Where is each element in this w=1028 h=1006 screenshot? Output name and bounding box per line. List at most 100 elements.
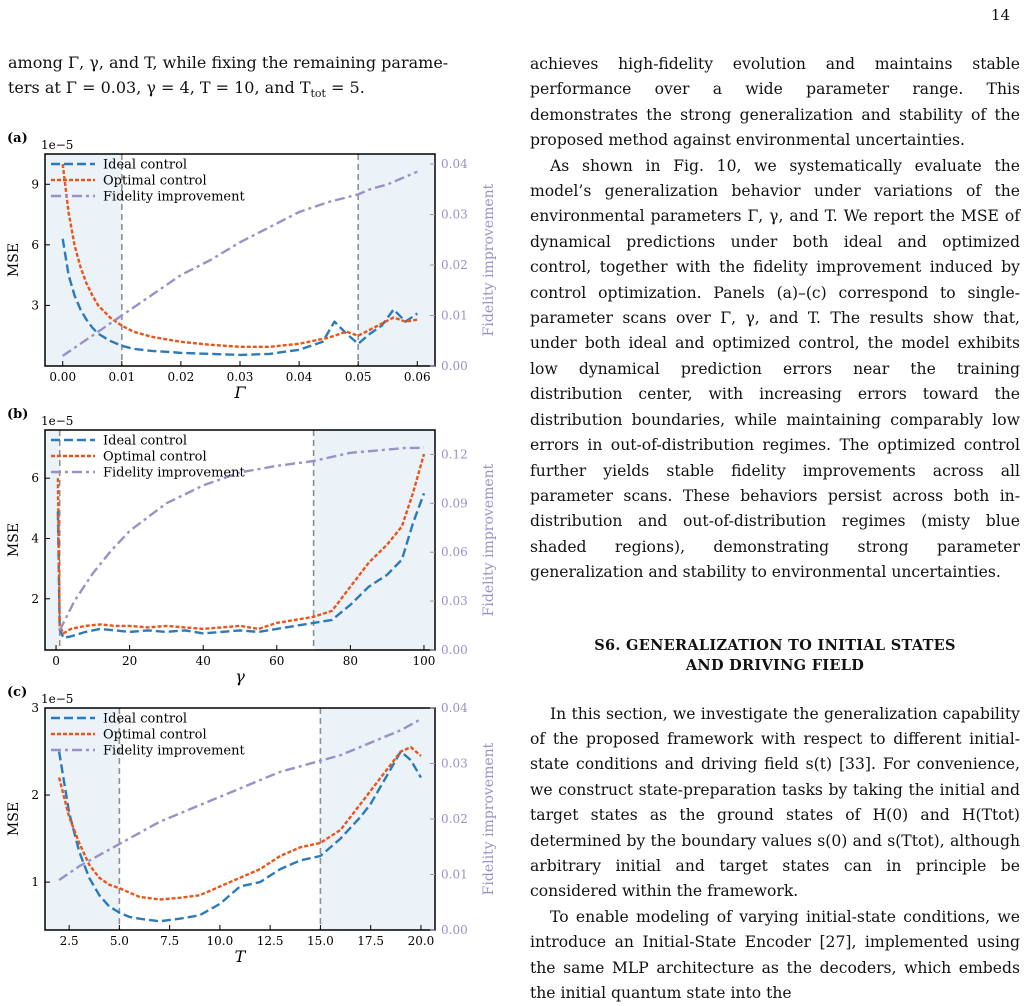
paragraph-1: achieves high-fidelity evolution and mai… xyxy=(530,55,1020,150)
series-line xyxy=(61,163,418,349)
series-line xyxy=(58,718,422,881)
y-axis-label: MSE xyxy=(6,243,22,277)
y2-tick-label: 0.03 xyxy=(441,594,468,608)
paragraph-2: As shown in Fig. 10, we systematically e… xyxy=(530,156,1020,582)
left-text-line-1: among Γ, γ, and T, while fixing the rema… xyxy=(8,53,449,72)
left-text-line-2: ters at Γ = 0.03, γ = 4, T = 10, and Tto… xyxy=(8,78,365,101)
page-number: 14 xyxy=(990,6,1010,24)
chart-panel-2: 0 20 40 60 80 100 2 4 6 0.00 0.03 0.06 0.09 0.12 (b) 1e… xyxy=(6,407,497,686)
shaded-region xyxy=(313,430,435,650)
x-tick-label: 100 xyxy=(413,654,436,668)
y-tick-label: 2 xyxy=(31,592,39,606)
y-tick-label: 4 xyxy=(31,531,39,545)
y2-axis-label: Fidelity improvement xyxy=(481,463,497,616)
section-heading-line-2: AND DRIVING FIELD xyxy=(685,656,865,674)
y-tick-label: 2 xyxy=(31,788,39,802)
shaded-region xyxy=(45,430,60,650)
x-tick-label: 0.00 xyxy=(49,370,76,384)
y2-tick-label: 0.01 xyxy=(441,868,468,882)
x-tick-label: 40 xyxy=(196,654,211,668)
y2-tick-label: 0.02 xyxy=(441,258,468,272)
x-tick-label: 0.06 xyxy=(404,370,431,384)
x-tick-label: 15.0 xyxy=(307,934,334,948)
x-tick-label: 0.05 xyxy=(345,370,372,384)
y2-tick-label: 0.00 xyxy=(441,923,468,937)
paragraph-4: To enable modeling of varying initial-st… xyxy=(530,907,1020,1002)
scale-label: 1e−5 xyxy=(41,138,73,152)
chart-panel-3: 2.5 5.0 7.5 10.0 12.5 15.0 17.5 20.0 1 2 3 0.00 0.01… xyxy=(6,685,497,966)
right-column: achieves high-fidelity evolution and mai… xyxy=(530,52,1020,1006)
panel-label: (b) xyxy=(7,407,28,422)
series-group xyxy=(61,163,418,357)
x-tick-label: 0 xyxy=(52,654,60,668)
y-tick-label: 3 xyxy=(31,701,39,715)
shaded-region xyxy=(45,154,122,366)
left-column-text: among Γ, γ, and T, while fixing the rema… xyxy=(8,50,498,106)
x-tick-label: 80 xyxy=(343,654,358,668)
series-line xyxy=(56,492,426,640)
legend-entry: Ideal control xyxy=(103,434,187,449)
series-group xyxy=(56,446,426,640)
y2-tick-label: 0.09 xyxy=(441,496,468,510)
series-line xyxy=(57,750,422,923)
y-tick-label: 6 xyxy=(31,471,39,485)
legend-entry: Ideal control xyxy=(103,712,187,727)
legend-entry: Optimal control xyxy=(103,450,207,465)
y-axis-label: MSE xyxy=(6,802,22,836)
series-line xyxy=(58,446,424,631)
axes-frame xyxy=(44,429,436,651)
y2-tick-label: 0.03 xyxy=(441,208,468,222)
panel-label: (a) xyxy=(7,131,28,146)
legend-entry: Ideal control xyxy=(103,158,187,173)
series-line xyxy=(57,746,422,901)
scale-label: 1e−5 xyxy=(41,414,73,428)
y-tick-label: 6 xyxy=(31,238,39,252)
series-line xyxy=(61,238,418,357)
y2-axis-label: Fidelity improvement xyxy=(481,742,497,895)
x-tick-label: 20.0 xyxy=(408,934,435,948)
y-tick-label: 9 xyxy=(31,177,39,191)
scale-label: 1e−5 xyxy=(41,692,73,706)
x-tick-label: 7.5 xyxy=(160,934,179,948)
x-tick-label: 0.03 xyxy=(227,370,254,384)
legend-entry: Fidelity improvement xyxy=(103,744,245,759)
x-tick-label: 0.02 xyxy=(168,370,195,384)
x-axis-label: T xyxy=(235,947,247,966)
section-heading-s6: S6. GENERALIZATION TO INITIAL STATES AND… xyxy=(530,636,1020,676)
series-group xyxy=(57,718,422,923)
x-axis-label: γ xyxy=(235,667,245,686)
x-tick-label: 5.0 xyxy=(110,934,129,948)
figure-10: 0.00 0.01 0.02 0.03 0.04 0.05 0.06 3 6 9 0.00 0.01 0… xyxy=(6,131,497,966)
x-tick-label: 0.04 xyxy=(286,370,313,384)
x-tick-label: 0.01 xyxy=(108,370,135,384)
y-tick-label: 3 xyxy=(31,298,39,312)
shaded-region xyxy=(320,708,435,930)
x-tick-label: 60 xyxy=(269,654,284,668)
x-tick-label: 17.5 xyxy=(357,934,384,948)
x-tick-label: 2.5 xyxy=(60,934,79,948)
section-heading-line-1: S6. GENERALIZATION TO INITIAL STATES xyxy=(594,636,956,654)
shaded-region xyxy=(45,708,120,930)
x-tick-label: 20 xyxy=(122,654,137,668)
x-tick-label: 12.5 xyxy=(257,934,284,948)
y2-axis-label: Fidelity improvement xyxy=(481,183,497,336)
y2-tick-label: 0.02 xyxy=(441,812,468,826)
y-axis-label: MSE xyxy=(6,523,22,557)
y2-tick-label: 0.03 xyxy=(441,757,468,771)
subscript-tot: tot xyxy=(310,87,326,101)
chart-panel-1: 0.00 0.01 0.02 0.03 0.04 0.05 0.06 3 6 9 0.00 0.01 0… xyxy=(6,131,497,402)
y2-tick-label: 0.06 xyxy=(441,545,468,559)
y2-tick-label: 0.00 xyxy=(441,643,468,657)
y2-tick-label: 0.12 xyxy=(441,447,468,461)
panel-label: (c) xyxy=(7,685,27,700)
y-tick-label: 1 xyxy=(31,875,39,889)
x-axis-label: Γ xyxy=(233,383,246,402)
y2-tick-label: 0.04 xyxy=(441,701,468,715)
legend-entry: Optimal control xyxy=(103,174,207,189)
paragraph-3: In this section, we investigate the gene… xyxy=(530,704,1020,901)
y2-tick-label: 0.00 xyxy=(441,359,468,373)
y2-tick-label: 0.01 xyxy=(441,309,468,323)
